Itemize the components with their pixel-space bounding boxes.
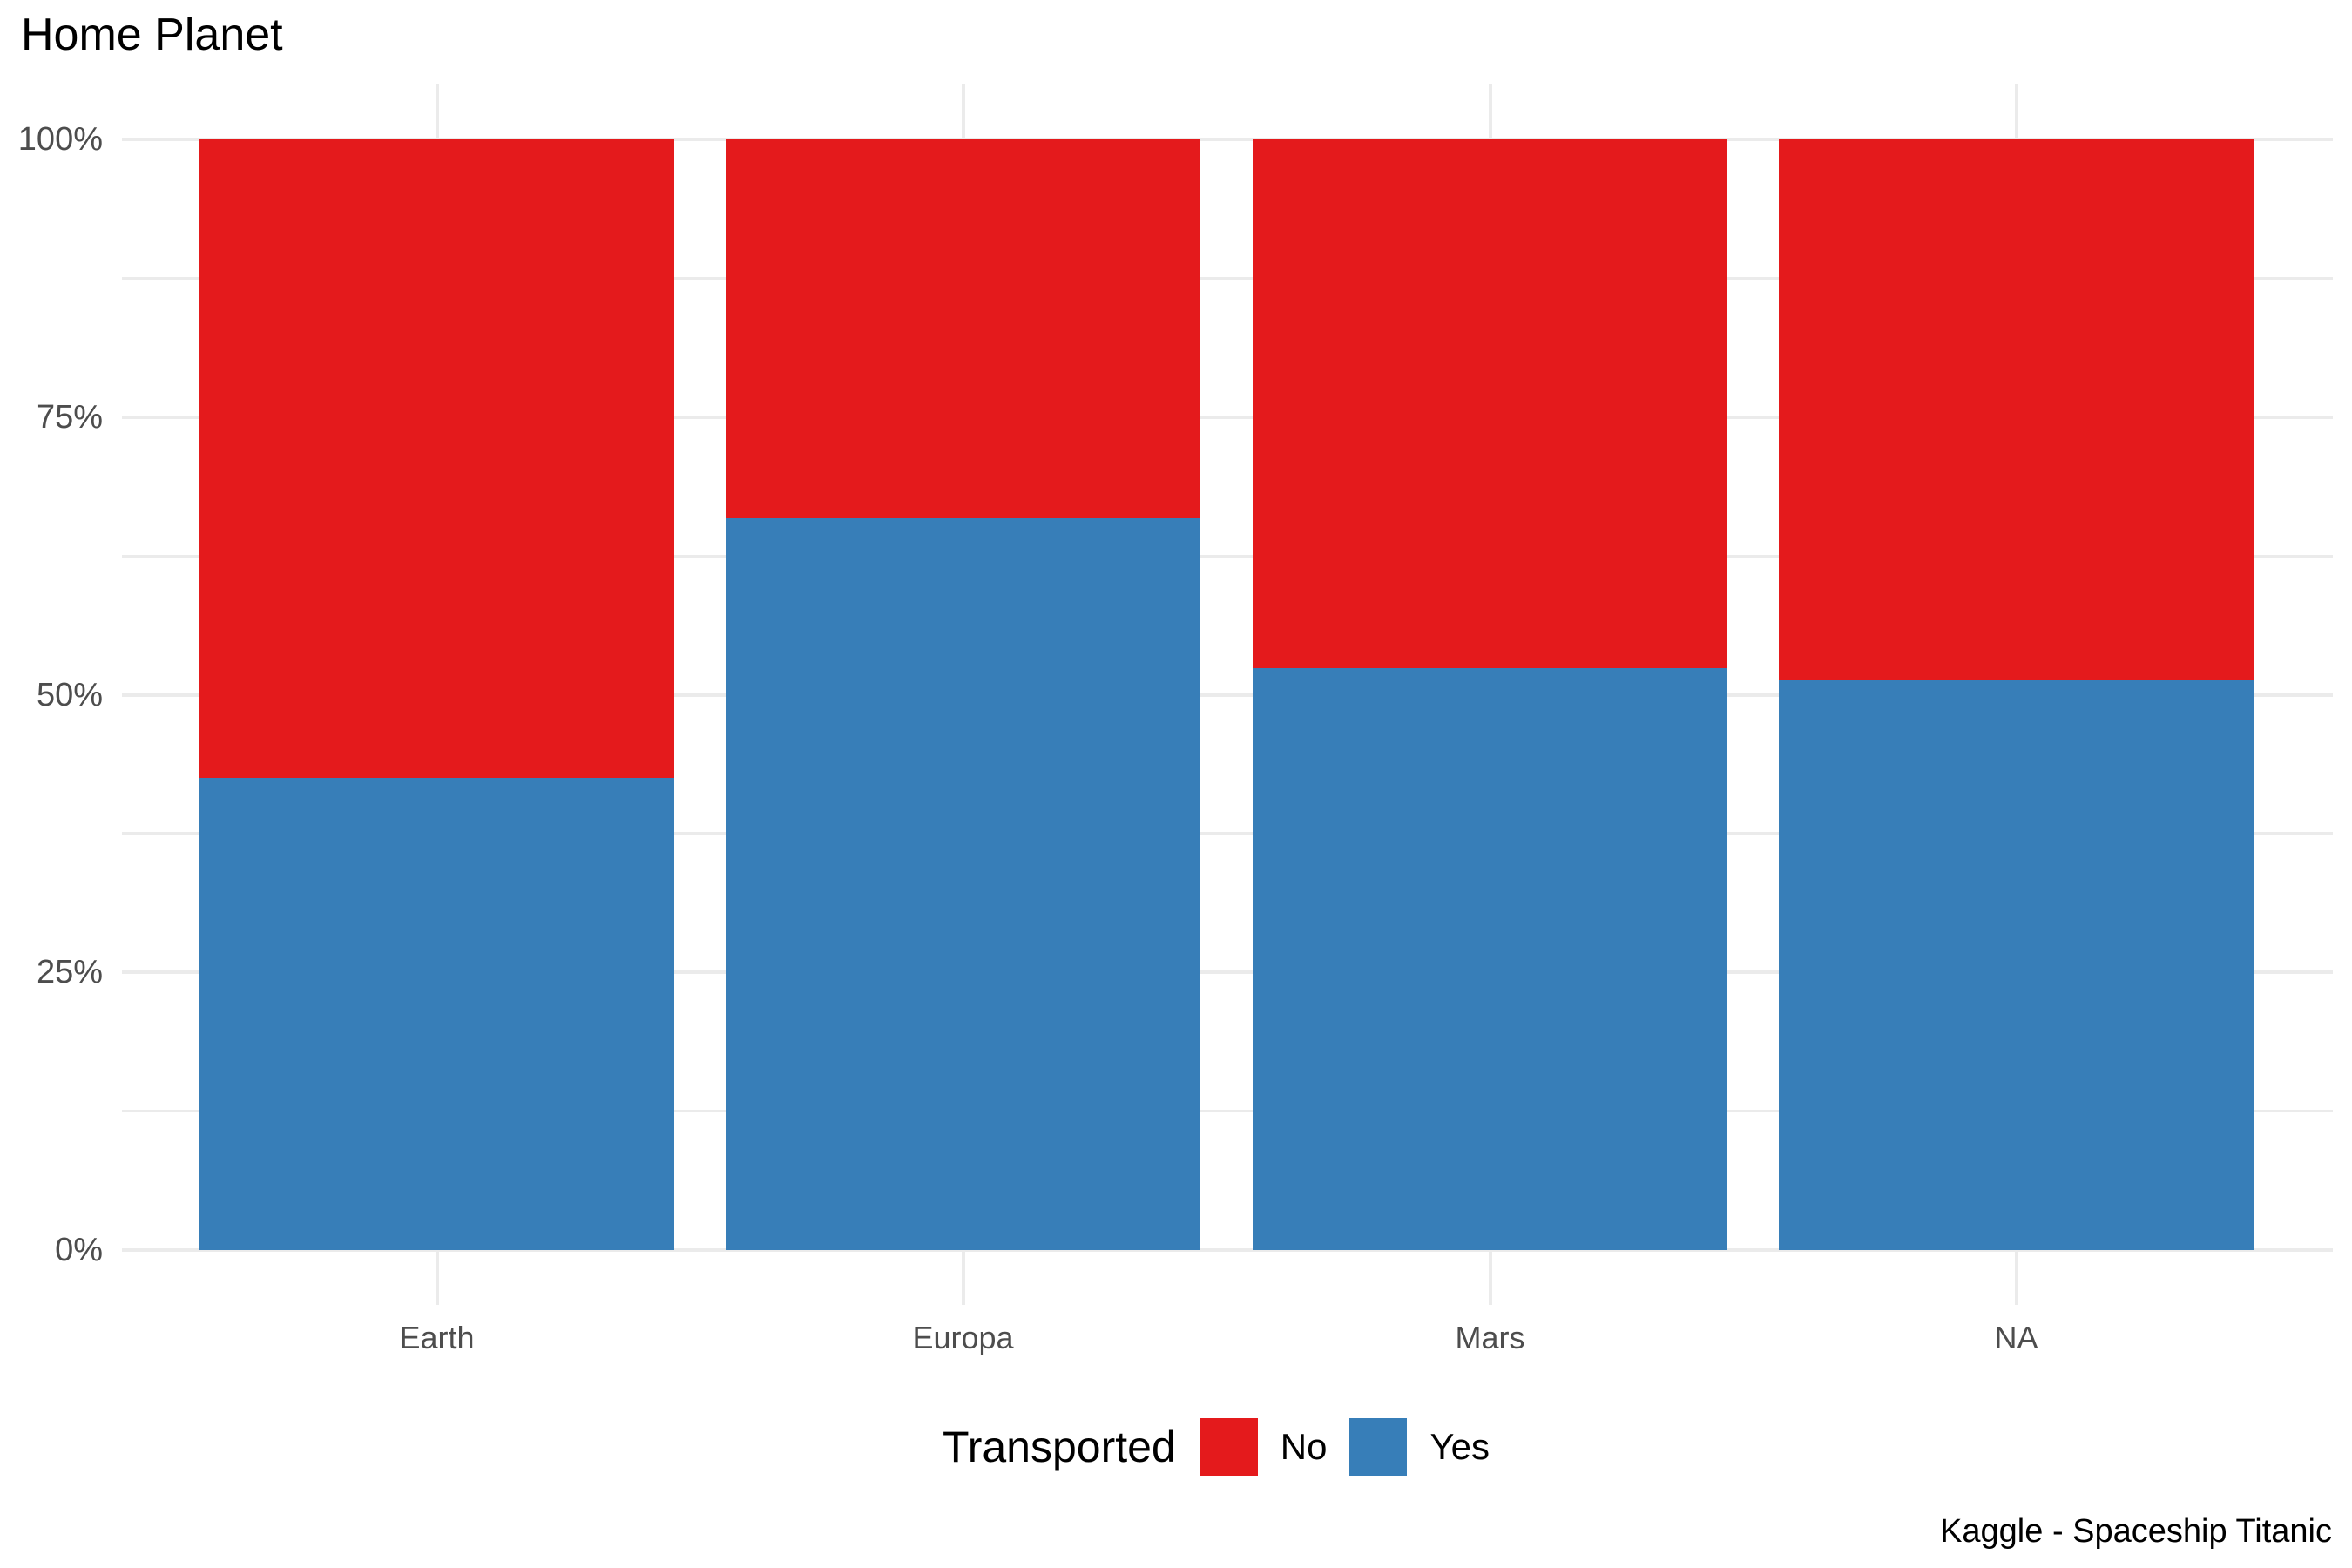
major-gridline: [122, 970, 2333, 975]
x-tick-label-earth: Earth: [399, 1320, 475, 1355]
bar-segment-na-no: [1779, 139, 2254, 680]
y-tick-label-25: 25%: [36, 954, 103, 991]
major-gridline: [122, 693, 2333, 697]
chart-title: Home Planet: [21, 10, 283, 60]
minor-gridline: [122, 276, 2333, 280]
caption: Kaggle - Spaceship Titanic: [1940, 1513, 2332, 1550]
major-gridline: [122, 1248, 2333, 1252]
legend-label-no: No: [1280, 1426, 1328, 1467]
legend-label-yes: Yes: [1429, 1426, 1490, 1467]
plot-panel: [122, 84, 2333, 1305]
bar-segment-mars-yes: [1253, 667, 1727, 1250]
bar-segment-europa-no: [726, 139, 1200, 518]
legend-title: Transported: [943, 1423, 1176, 1471]
minor-gridline: [122, 554, 2333, 558]
bar-segment-europa-yes: [726, 517, 1200, 1250]
bar-segment-na-yes: [1779, 679, 2254, 1250]
x-tick-label-na: NA: [1994, 1320, 2038, 1355]
minor-gridline: [122, 832, 2333, 835]
x-tick-label-europa: Europa: [912, 1320, 1014, 1355]
x-tick-label-mars: Mars: [1455, 1320, 1525, 1355]
legend-item-no: No: [1200, 1418, 1328, 1476]
bar-segment-earth-yes: [199, 778, 674, 1250]
y-tick-label-50: 50%: [36, 676, 103, 713]
legend-swatch-no: [1200, 1418, 1258, 1476]
y-tick-label-100: 100%: [17, 121, 103, 158]
bar-segment-earth-no: [199, 139, 674, 779]
y-tick-label-75: 75%: [36, 398, 103, 436]
legend: Transported No Yes: [122, 1406, 2333, 1488]
legend-item-yes: Yes: [1349, 1418, 1490, 1476]
minor-gridline: [122, 1110, 2333, 1113]
legend-swatch-yes: [1349, 1418, 1408, 1476]
major-gridline: [122, 138, 2333, 141]
y-tick-label-0: 0%: [55, 1232, 103, 1268]
major-gridline: [122, 415, 2333, 419]
bar-segment-mars-no: [1253, 139, 1727, 668]
